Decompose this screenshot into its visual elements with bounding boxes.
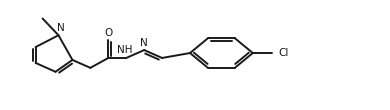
- Text: N: N: [140, 38, 148, 48]
- Text: N: N: [57, 23, 64, 33]
- Text: NH: NH: [117, 45, 133, 55]
- Text: O: O: [104, 28, 112, 38]
- Text: Cl: Cl: [279, 48, 289, 58]
